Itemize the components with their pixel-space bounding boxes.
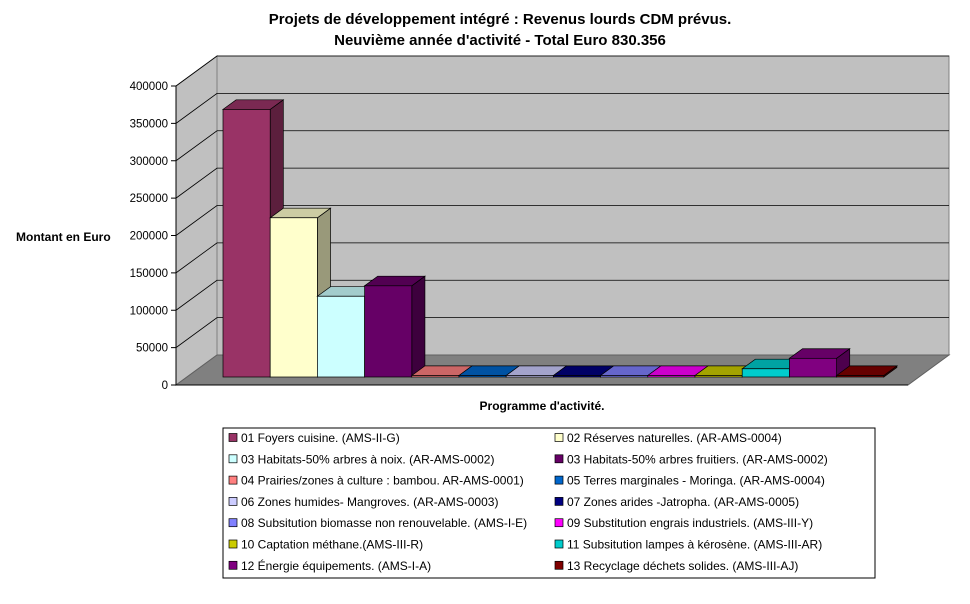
legend-swatch (228, 454, 238, 464)
legend-box (222, 427, 876, 579)
legend: 01 Foyers cuisine. (AMS-II-G) 02 Réserves… (222, 427, 876, 579)
y-axis-label: Montant en Euro (16, 230, 111, 244)
legend-entry: 03 Habitats-50% arbres à noix. (AR-AMS-0… (241, 452, 494, 466)
legend-swatch (554, 560, 564, 570)
legend-entry: 05 Terres marginales - Moringa. (AR-AMS-… (567, 474, 825, 488)
gridline (175, 317, 949, 348)
bar (788, 348, 851, 378)
legend-entry: 07 Zones arides -Jatropha. (AR-AMS-0005) (567, 495, 799, 509)
chart-title-line1: Projets de développement intégré : Reven… (269, 11, 732, 28)
legend-entry: 03 Habitats-50% arbres fruitiers. (AR-AM… (567, 452, 828, 466)
bar-front (789, 357, 837, 378)
plot-area: 0 50000 100000 150000 200000 250000 300000 3500… (130, 55, 951, 392)
legend-swatch (228, 497, 238, 506)
bar (835, 365, 898, 378)
legend-swatch (228, 518, 238, 528)
y-tick-label: 300000 (130, 156, 168, 168)
x-axis-label: Programme d'activité. (480, 399, 605, 413)
bar-front (505, 375, 554, 378)
legend-entry: 08 Subsitution biomasse non renouvelable… (241, 516, 527, 530)
bar-front (411, 375, 460, 378)
legend-swatch (554, 518, 564, 528)
gridline (175, 205, 949, 236)
bar-front (741, 368, 790, 378)
legend-entry: 01 Foyers cuisine. (AMS-II-G) (241, 431, 400, 445)
legend-entry: 09 Substitution engrais industriels. (AM… (567, 516, 813, 530)
bar-front (647, 375, 696, 378)
legend-swatch (228, 475, 238, 485)
legend-swatch (554, 454, 564, 464)
legend-swatch (228, 433, 238, 442)
legend-swatch (228, 539, 238, 549)
chart-title-line2: Neuvième année d'activité - Total Euro 8… (334, 32, 666, 49)
legend-swatch (554, 475, 564, 485)
legend-entry: 04 Prairies/zones à culture : bambou. AR… (241, 474, 524, 488)
bar-front (269, 217, 318, 378)
bar-front (600, 375, 649, 378)
legend-swatch (554, 433, 564, 442)
legend-entry: 02 Réserves naturelles. (AR-AMS-0004) (567, 431, 782, 445)
legend-entry: 06 Zones humides- Mangroves. (AR-AMS-000… (241, 495, 498, 509)
y-tick-label: 150000 (130, 268, 168, 280)
legend-swatch (228, 560, 238, 570)
y-tick-label: 50000 (136, 343, 168, 355)
gridline (175, 130, 949, 162)
bar (363, 275, 426, 378)
bar-front (553, 375, 601, 378)
y-tick-label: 350000 (130, 118, 168, 130)
legend-entry: 11 Subsitution lampes à kérosène. (AMS-I… (567, 538, 822, 552)
bar-front (836, 375, 885, 378)
y-tick-label: 0 (162, 380, 168, 392)
bar-front (694, 375, 743, 378)
bar-front (222, 109, 271, 378)
gridline (175, 167, 949, 199)
gridline (175, 242, 949, 274)
y-tick-label: 250000 (130, 193, 168, 205)
bar-front (364, 285, 413, 378)
y-tick-label: 100000 (130, 305, 168, 317)
gridline (175, 92, 949, 124)
legend-entry: 13 Recyclage déchets solides. (AMS-III-A… (567, 559, 798, 573)
y-tick-label: 200000 (130, 231, 168, 243)
legend-swatch (554, 497, 564, 506)
bar-front (317, 295, 365, 378)
legend-entry: 12 Énergie équipements. (AMS-I-A) (241, 558, 431, 573)
bar-side (411, 275, 426, 378)
legend-swatch (554, 539, 564, 549)
gridline (175, 279, 949, 311)
y-tick-label: 400000 (130, 81, 168, 93)
gridline (175, 55, 949, 87)
legend-entry: 10 Captation méthane.(AMS-III-R) (241, 538, 423, 552)
bar-front (458, 375, 507, 378)
